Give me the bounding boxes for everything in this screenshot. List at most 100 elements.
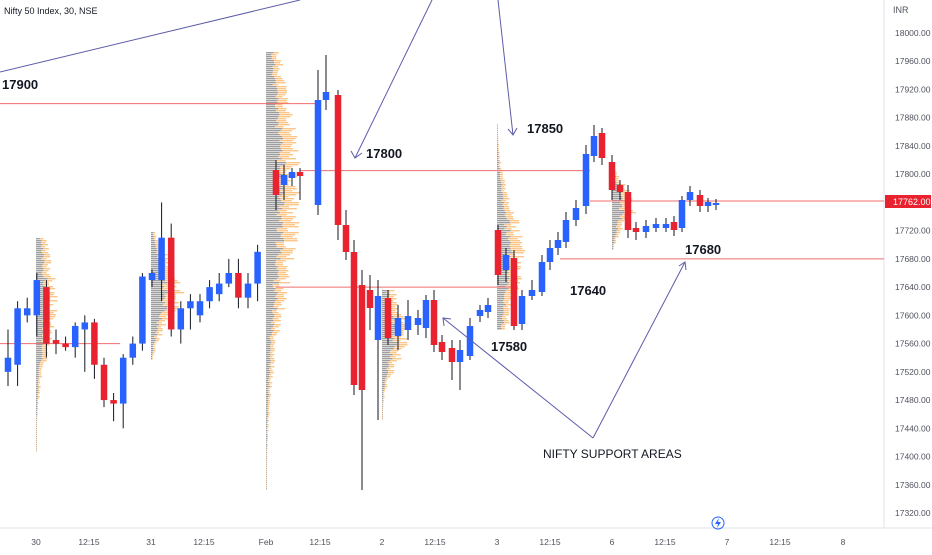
profile-bar (266, 426, 267, 427)
profile-bar (382, 394, 383, 395)
profile-bar (497, 210, 505, 211)
profile-bar (266, 98, 279, 99)
profile-bar (36, 426, 37, 427)
profile-bar (270, 338, 273, 339)
profile-bar (511, 256, 525, 257)
profile-bar (266, 466, 267, 467)
profile-bar (497, 188, 502, 189)
profile-bar (266, 300, 276, 301)
profile-bar (266, 62, 274, 63)
profile-bar (266, 86, 276, 87)
profile-bar (497, 304, 506, 305)
profile-bar (36, 346, 42, 347)
profile-bar (614, 238, 616, 239)
profile-bar (266, 236, 281, 237)
profile-bar (283, 186, 295, 187)
profile-bar (497, 292, 505, 293)
profile-bar (383, 394, 384, 395)
profile-bar (281, 258, 294, 259)
profile-bar (154, 342, 156, 343)
profile-bar (274, 62, 280, 63)
profile-bar (266, 406, 268, 407)
profile-bar (266, 200, 281, 201)
profile-bar (266, 204, 284, 205)
profile-bar (151, 298, 164, 299)
label-17900: 17900 (2, 77, 38, 92)
profile-bar (153, 234, 155, 235)
profile-bar (151, 352, 153, 353)
profile-bar (266, 480, 267, 481)
profile-bar (151, 332, 156, 333)
profile-bar (616, 234, 619, 235)
profile-bar (497, 216, 506, 217)
profile-bar (151, 290, 167, 291)
profile-bar (36, 418, 37, 419)
profile-bar (266, 412, 268, 413)
profile-bar (612, 212, 624, 213)
profile-bar (497, 164, 498, 165)
candles (5, 55, 720, 490)
profile-bar (497, 324, 501, 325)
profile-bar (36, 394, 37, 395)
profile-bar (510, 222, 519, 223)
profile-bar (498, 158, 499, 159)
profile-bar (151, 260, 160, 261)
lightning-icon[interactable] (712, 517, 724, 529)
profile-bar (279, 282, 290, 283)
profile-bar (266, 248, 283, 249)
profile-bar (283, 142, 296, 143)
profile-bar (151, 306, 168, 307)
profile-bar (36, 388, 38, 389)
profile-bar (497, 326, 501, 327)
profile-bar (274, 60, 281, 61)
candle-body (197, 301, 204, 315)
profile-bar (44, 276, 51, 277)
profile-bar (266, 266, 278, 267)
profile-bar (266, 126, 275, 127)
profile-bar (500, 168, 502, 169)
price-axis[interactable]: 18000.0017960.0017920.0017880.0017840.00… (895, 28, 931, 518)
candle-body (503, 255, 510, 270)
symbol-header[interactable]: Nifty 50 Index, 30, NSE (4, 6, 98, 16)
profile-bar (266, 474, 267, 475)
profile-bar (151, 358, 152, 359)
profile-bar (497, 168, 500, 169)
time-tick-label: 12:15 (539, 537, 561, 547)
profile-bar (497, 140, 498, 141)
profile-bar (497, 198, 504, 199)
profile-bar (266, 360, 271, 361)
profile-bar (36, 390, 38, 391)
profile-bar (497, 206, 504, 207)
profile-bar (151, 238, 154, 239)
profile-bar (282, 252, 293, 253)
profile-bar (497, 144, 498, 145)
profile-bar (504, 298, 511, 299)
profile-bar (266, 166, 280, 167)
price-tick-label: 17680.00 (895, 254, 931, 264)
profile-bar (382, 366, 389, 367)
profile-bar (266, 370, 269, 371)
profile-bar (266, 96, 276, 97)
profile-bar (36, 442, 37, 443)
profile-bar (282, 150, 298, 151)
candle-body (226, 273, 233, 284)
profile-bar (388, 372, 394, 373)
profile-bar (266, 230, 277, 231)
profile-bar (36, 260, 44, 261)
profile-bar (501, 326, 505, 327)
profile-bar (266, 226, 283, 227)
profile-bar (36, 450, 37, 451)
profile-bar (266, 304, 274, 305)
profile-bar (497, 146, 498, 147)
profile-bar (152, 358, 153, 359)
price-tick-label: 17920.00 (895, 84, 931, 94)
profile-bar (382, 402, 383, 403)
current-price-tag: 17762.00 (885, 195, 931, 208)
profile-bar (497, 204, 503, 205)
profile-bar (392, 358, 401, 359)
profile-bar (382, 348, 394, 349)
profile-bar (502, 192, 506, 193)
profile-bar (154, 238, 156, 239)
